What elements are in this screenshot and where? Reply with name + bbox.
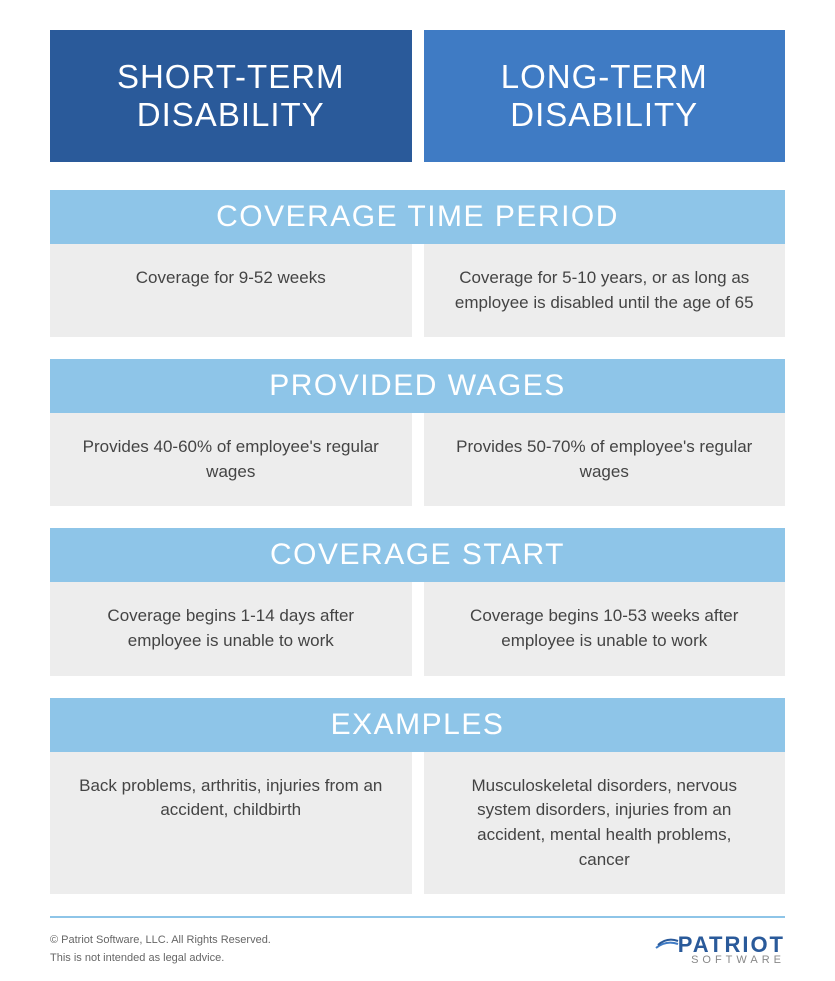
header-long-term: LONG-TERMDISABILITY	[424, 30, 786, 162]
logo-main-text: PATRIOT	[678, 934, 785, 956]
cell-3-left-text: Back problems, arthritis, injuries from …	[78, 774, 384, 823]
cell-3-left: Back problems, arthritis, injuries from …	[50, 752, 412, 895]
section-title-3: EXAMPLES	[50, 698, 785, 752]
content-row-0: Coverage for 9-52 weeks Coverage for 5-1…	[50, 244, 785, 337]
cell-0-right-text: Coverage for 5-10 years, or as long as e…	[452, 266, 758, 315]
header-right-text: LONG-TERMDISABILITY	[501, 58, 708, 133]
cell-0-left: Coverage for 9-52 weeks	[50, 244, 412, 337]
footer: © Patriot Software, LLC. All Rights Rese…	[50, 916, 785, 967]
cell-3-right: Musculoskeletal disorders, nervous syste…	[424, 752, 786, 895]
section-title-1: PROVIDED WAGES	[50, 359, 785, 413]
content-row-2: Coverage begins 1-14 days after employee…	[50, 582, 785, 675]
header-short-term: SHORT-TERMDISABILITY	[50, 30, 412, 162]
cell-2-right: Coverage begins 10-53 weeks after employ…	[424, 582, 786, 675]
logo-sub-text: SOFTWARE	[691, 955, 785, 966]
patriot-logo: PATRIOT SOFTWARE	[654, 934, 785, 966]
header-left-text: SHORT-TERMDISABILITY	[117, 58, 345, 133]
content-row-1: Provides 40-60% of employee's regular wa…	[50, 413, 785, 506]
cell-0-right: Coverage for 5-10 years, or as long as e…	[424, 244, 786, 337]
cell-1-left: Provides 40-60% of employee's regular wa…	[50, 413, 412, 506]
cell-3-right-text: Musculoskeletal disorders, nervous syste…	[452, 774, 758, 873]
logo-swoosh-icon	[654, 934, 680, 952]
footer-line1: © Patriot Software, LLC. All Rights Rese…	[50, 932, 271, 950]
content-row-3: Back problems, arthritis, injuries from …	[50, 752, 785, 895]
cell-1-left-text: Provides 40-60% of employee's regular wa…	[78, 435, 384, 484]
section-title-2: COVERAGE START	[50, 528, 785, 582]
cell-2-right-text: Coverage begins 10-53 weeks after employ…	[452, 604, 758, 653]
footer-text: © Patriot Software, LLC. All Rights Rese…	[50, 932, 271, 967]
section-title-0: COVERAGE TIME PERIOD	[50, 190, 785, 244]
cell-2-left: Coverage begins 1-14 days after employee…	[50, 582, 412, 675]
logo-text: PATRIOT SOFTWARE	[654, 934, 785, 966]
cell-2-left-text: Coverage begins 1-14 days after employee…	[78, 604, 384, 653]
cell-0-left-text: Coverage for 9-52 weeks	[136, 266, 326, 291]
header-row: SHORT-TERMDISABILITY LONG-TERMDISABILITY	[50, 30, 785, 162]
cell-1-right: Provides 50-70% of employee's regular wa…	[424, 413, 786, 506]
cell-1-right-text: Provides 50-70% of employee's regular wa…	[452, 435, 758, 484]
footer-line2: This is not intended as legal advice.	[50, 950, 271, 968]
